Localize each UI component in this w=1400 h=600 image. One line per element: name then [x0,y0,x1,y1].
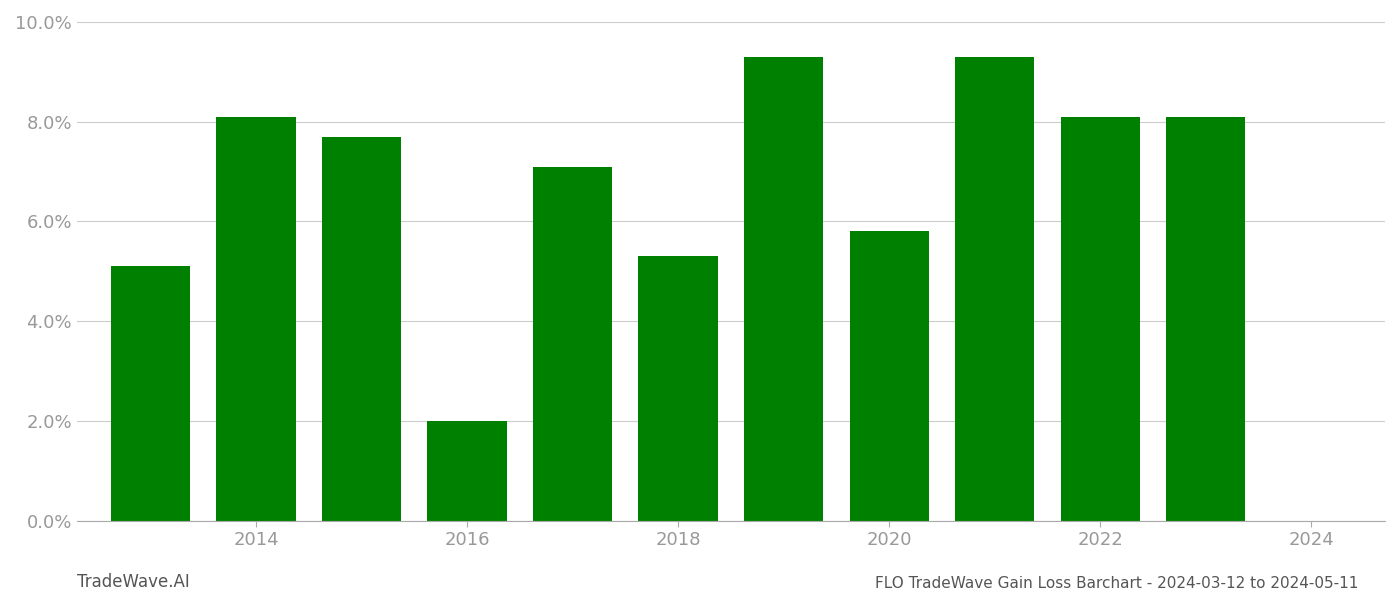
Text: TradeWave.AI: TradeWave.AI [77,573,190,591]
Bar [638,256,718,521]
Bar [1166,117,1245,521]
Bar [111,266,190,521]
Bar [1061,117,1140,521]
Bar [427,421,507,521]
Bar [850,232,928,521]
Bar [322,137,400,521]
Text: FLO TradeWave Gain Loss Barchart - 2024-03-12 to 2024-05-11: FLO TradeWave Gain Loss Barchart - 2024-… [875,576,1358,591]
Bar [217,117,295,521]
Bar [533,167,612,521]
Bar [743,57,823,521]
Bar [955,57,1035,521]
